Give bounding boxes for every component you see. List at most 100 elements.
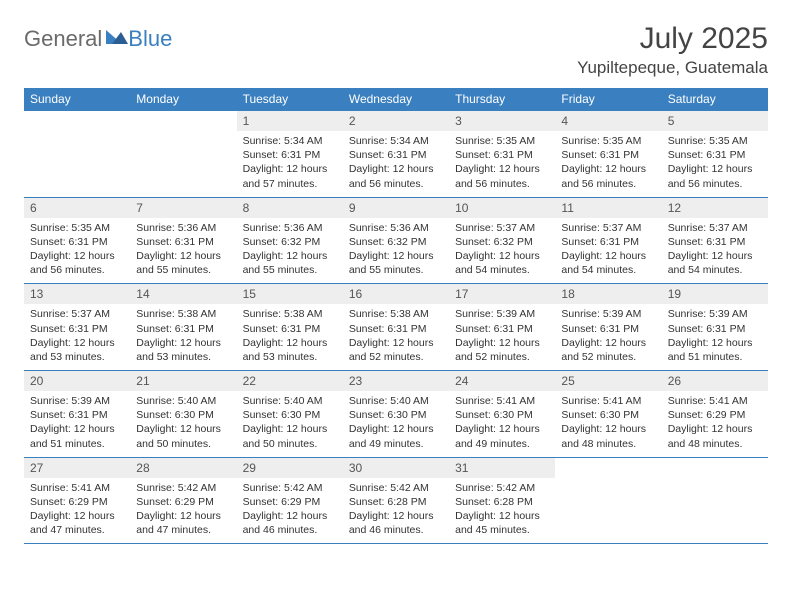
sunrise-text: Sunrise: 5:34 AM	[349, 134, 443, 148]
weekday-header: Thursday	[449, 88, 555, 111]
daylight-text: Daylight: 12 hours and 49 minutes.	[349, 422, 443, 450]
day-number: 22	[237, 371, 343, 391]
day-cell: 6Sunrise: 5:35 AMSunset: 6:31 PMDaylight…	[24, 198, 130, 284]
sunset-text: Sunset: 6:30 PM	[136, 408, 230, 422]
logo-triangle-icon	[106, 26, 128, 49]
sunset-text: Sunset: 6:31 PM	[243, 322, 337, 336]
day-number: 20	[24, 371, 130, 391]
day-number: 25	[555, 371, 661, 391]
day-cell: 30Sunrise: 5:42 AMSunset: 6:28 PMDayligh…	[343, 458, 449, 544]
logo-text-blue: Blue	[128, 26, 172, 52]
day-content: Sunrise: 5:38 AMSunset: 6:31 PMDaylight:…	[237, 304, 343, 364]
sunset-text: Sunset: 6:28 PM	[455, 495, 549, 509]
sunrise-text: Sunrise: 5:39 AM	[668, 307, 762, 321]
sunrise-text: Sunrise: 5:36 AM	[349, 221, 443, 235]
calendar: Sunday Monday Tuesday Wednesday Thursday…	[24, 88, 768, 544]
sunset-text: Sunset: 6:29 PM	[136, 495, 230, 509]
sunrise-text: Sunrise: 5:42 AM	[455, 481, 549, 495]
sunrise-text: Sunrise: 5:37 AM	[30, 307, 124, 321]
daylight-text: Daylight: 12 hours and 53 minutes.	[30, 336, 124, 364]
day-number: 15	[237, 284, 343, 304]
daylight-text: Daylight: 12 hours and 50 minutes.	[243, 422, 337, 450]
day-cell: 9Sunrise: 5:36 AMSunset: 6:32 PMDaylight…	[343, 198, 449, 284]
sunset-text: Sunset: 6:31 PM	[668, 322, 762, 336]
sunset-text: Sunset: 6:32 PM	[243, 235, 337, 249]
sunrise-text: Sunrise: 5:41 AM	[561, 394, 655, 408]
day-cell: 22Sunrise: 5:40 AMSunset: 6:30 PMDayligh…	[237, 371, 343, 457]
weekday-header: Tuesday	[237, 88, 343, 111]
day-cell: 13Sunrise: 5:37 AMSunset: 6:31 PMDayligh…	[24, 284, 130, 370]
sunrise-text: Sunrise: 5:38 AM	[243, 307, 337, 321]
sunrise-text: Sunrise: 5:41 AM	[30, 481, 124, 495]
daylight-text: Daylight: 12 hours and 49 minutes.	[455, 422, 549, 450]
day-content: Sunrise: 5:41 AMSunset: 6:29 PMDaylight:…	[24, 478, 130, 538]
sunrise-text: Sunrise: 5:40 AM	[136, 394, 230, 408]
week-row: 27Sunrise: 5:41 AMSunset: 6:29 PMDayligh…	[24, 458, 768, 545]
day-number: 12	[662, 198, 768, 218]
day-cell: 3Sunrise: 5:35 AMSunset: 6:31 PMDaylight…	[449, 111, 555, 197]
sunrise-text: Sunrise: 5:36 AM	[136, 221, 230, 235]
day-content: Sunrise: 5:39 AMSunset: 6:31 PMDaylight:…	[449, 304, 555, 364]
daylight-text: Daylight: 12 hours and 55 minutes.	[136, 249, 230, 277]
sunset-text: Sunset: 6:30 PM	[349, 408, 443, 422]
sunrise-text: Sunrise: 5:39 AM	[455, 307, 549, 321]
day-content: Sunrise: 5:35 AMSunset: 6:31 PMDaylight:…	[555, 131, 661, 191]
sunrise-text: Sunrise: 5:38 AM	[349, 307, 443, 321]
daylight-text: Daylight: 12 hours and 54 minutes.	[455, 249, 549, 277]
day-content: Sunrise: 5:42 AMSunset: 6:28 PMDaylight:…	[343, 478, 449, 538]
day-cell: 14Sunrise: 5:38 AMSunset: 6:31 PMDayligh…	[130, 284, 236, 370]
day-number: 9	[343, 198, 449, 218]
day-cell: 19Sunrise: 5:39 AMSunset: 6:31 PMDayligh…	[662, 284, 768, 370]
daylight-text: Daylight: 12 hours and 56 minutes.	[455, 162, 549, 190]
daylight-text: Daylight: 12 hours and 54 minutes.	[668, 249, 762, 277]
sunrise-text: Sunrise: 5:41 AM	[455, 394, 549, 408]
day-number: 8	[237, 198, 343, 218]
day-cell: 10Sunrise: 5:37 AMSunset: 6:32 PMDayligh…	[449, 198, 555, 284]
day-cell: 15Sunrise: 5:38 AMSunset: 6:31 PMDayligh…	[237, 284, 343, 370]
day-content: Sunrise: 5:36 AMSunset: 6:32 PMDaylight:…	[237, 218, 343, 278]
daylight-text: Daylight: 12 hours and 53 minutes.	[136, 336, 230, 364]
daylight-text: Daylight: 12 hours and 50 minutes.	[136, 422, 230, 450]
day-number: 14	[130, 284, 236, 304]
header: General Blue July 2025 Yupiltepeque, Gua…	[24, 22, 768, 78]
day-content: Sunrise: 5:40 AMSunset: 6:30 PMDaylight:…	[130, 391, 236, 451]
daylight-text: Daylight: 12 hours and 56 minutes.	[668, 162, 762, 190]
daylight-text: Daylight: 12 hours and 51 minutes.	[668, 336, 762, 364]
location: Yupiltepeque, Guatemala	[577, 58, 768, 78]
day-content: Sunrise: 5:40 AMSunset: 6:30 PMDaylight:…	[237, 391, 343, 451]
sunrise-text: Sunrise: 5:35 AM	[668, 134, 762, 148]
sunrise-text: Sunrise: 5:40 AM	[349, 394, 443, 408]
day-number: 18	[555, 284, 661, 304]
sunset-text: Sunset: 6:32 PM	[455, 235, 549, 249]
day-number: 29	[237, 458, 343, 478]
sunrise-text: Sunrise: 5:38 AM	[136, 307, 230, 321]
day-number: 17	[449, 284, 555, 304]
day-cell: 5Sunrise: 5:35 AMSunset: 6:31 PMDaylight…	[662, 111, 768, 197]
sunrise-text: Sunrise: 5:40 AM	[243, 394, 337, 408]
day-cell: 1Sunrise: 5:34 AMSunset: 6:31 PMDaylight…	[237, 111, 343, 197]
day-number: 26	[662, 371, 768, 391]
sunrise-text: Sunrise: 5:35 AM	[455, 134, 549, 148]
daylight-text: Daylight: 12 hours and 46 minutes.	[243, 509, 337, 537]
day-cell: 18Sunrise: 5:39 AMSunset: 6:31 PMDayligh…	[555, 284, 661, 370]
day-cell: 16Sunrise: 5:38 AMSunset: 6:31 PMDayligh…	[343, 284, 449, 370]
month-title: July 2025	[577, 22, 768, 56]
day-cell: 4Sunrise: 5:35 AMSunset: 6:31 PMDaylight…	[555, 111, 661, 197]
daylight-text: Daylight: 12 hours and 51 minutes.	[30, 422, 124, 450]
sunset-text: Sunset: 6:31 PM	[136, 322, 230, 336]
daylight-text: Daylight: 12 hours and 52 minutes.	[455, 336, 549, 364]
sunset-text: Sunset: 6:30 PM	[561, 408, 655, 422]
day-content: Sunrise: 5:38 AMSunset: 6:31 PMDaylight:…	[130, 304, 236, 364]
sunrise-text: Sunrise: 5:39 AM	[30, 394, 124, 408]
day-number: 10	[449, 198, 555, 218]
day-cell: 11Sunrise: 5:37 AMSunset: 6:31 PMDayligh…	[555, 198, 661, 284]
daylight-text: Daylight: 12 hours and 54 minutes.	[561, 249, 655, 277]
daylight-text: Daylight: 12 hours and 48 minutes.	[668, 422, 762, 450]
daylight-text: Daylight: 12 hours and 56 minutes.	[349, 162, 443, 190]
day-content: Sunrise: 5:37 AMSunset: 6:31 PMDaylight:…	[662, 218, 768, 278]
day-cell: 29Sunrise: 5:42 AMSunset: 6:29 PMDayligh…	[237, 458, 343, 544]
day-number: 6	[24, 198, 130, 218]
day-cell: 23Sunrise: 5:40 AMSunset: 6:30 PMDayligh…	[343, 371, 449, 457]
sunset-text: Sunset: 6:31 PM	[561, 148, 655, 162]
sunrise-text: Sunrise: 5:41 AM	[668, 394, 762, 408]
